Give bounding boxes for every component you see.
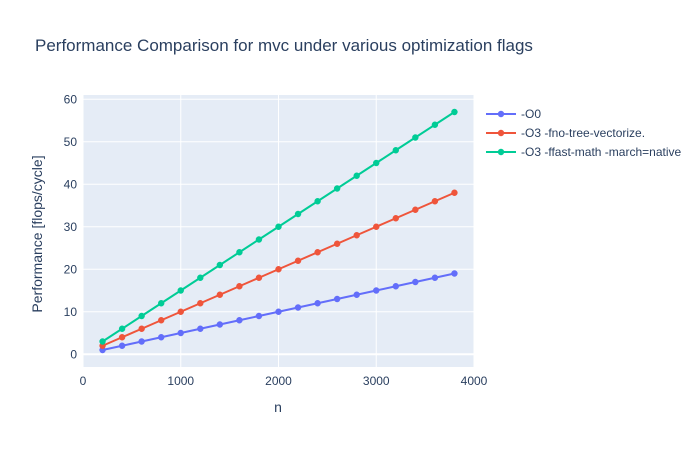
data-point bbox=[275, 308, 282, 315]
y-axis-label: Performance [flops/cycle] bbox=[29, 155, 45, 312]
series-2 bbox=[99, 108, 458, 345]
data-point bbox=[158, 334, 165, 341]
data-point bbox=[373, 159, 380, 167]
legend-swatch-marker bbox=[497, 129, 505, 137]
data-point bbox=[177, 287, 184, 294]
data-point bbox=[314, 249, 321, 256]
data-point bbox=[392, 215, 399, 222]
data-point bbox=[412, 278, 419, 286]
data-point bbox=[138, 325, 145, 332]
x-axis-label: n bbox=[274, 399, 282, 415]
data-point bbox=[255, 236, 263, 243]
data-point bbox=[353, 172, 360, 179]
legend-label: -O0 bbox=[521, 107, 541, 121]
y-tick-label: 60 bbox=[64, 92, 78, 106]
data-point bbox=[118, 325, 126, 332]
y-tick-label: 0 bbox=[70, 347, 77, 361]
data-point bbox=[177, 308, 184, 315]
data-point bbox=[236, 317, 243, 324]
legend-swatch-marker bbox=[497, 148, 505, 156]
y-tick-label: 10 bbox=[64, 305, 78, 319]
legend-item[interactable]: -O0 bbox=[486, 107, 541, 121]
data-point bbox=[294, 257, 302, 264]
data-point bbox=[333, 240, 341, 247]
data-point bbox=[333, 295, 341, 303]
data-point bbox=[373, 223, 380, 230]
data-point bbox=[236, 283, 243, 290]
series-0 bbox=[99, 270, 458, 354]
data-point bbox=[118, 342, 126, 349]
data-point bbox=[392, 147, 399, 154]
data-point bbox=[353, 232, 360, 239]
legend-item[interactable]: -O3 -fno-tree-vectorize. bbox=[486, 126, 645, 140]
data-point bbox=[333, 185, 341, 192]
data-point bbox=[197, 300, 204, 307]
data-point bbox=[275, 266, 282, 273]
data-point bbox=[314, 198, 321, 205]
data-point bbox=[118, 334, 126, 341]
data-point bbox=[431, 274, 439, 281]
y-tick-label: 30 bbox=[64, 220, 78, 234]
data-point bbox=[197, 325, 204, 332]
data-point bbox=[216, 321, 224, 328]
legend-item[interactable]: -O3 -ffast-math -march=native bbox=[486, 145, 681, 159]
x-tick-label: 1000 bbox=[167, 374, 194, 388]
data-point bbox=[255, 312, 263, 320]
data-point bbox=[412, 134, 419, 141]
data-point bbox=[353, 291, 360, 298]
x-tick-label: 4000 bbox=[461, 374, 488, 388]
data-point bbox=[99, 338, 106, 345]
legend-swatch-marker bbox=[497, 110, 505, 118]
y-tick-label: 20 bbox=[64, 262, 78, 276]
data-point bbox=[197, 274, 204, 281]
data-point bbox=[236, 249, 243, 256]
data-point bbox=[294, 210, 302, 218]
x-tick-label: 2000 bbox=[265, 374, 292, 388]
legend-label: -O3 -ffast-math -march=native bbox=[521, 145, 681, 159]
y-tick-label: 50 bbox=[64, 135, 78, 149]
data-point bbox=[158, 300, 165, 307]
series-1 bbox=[99, 189, 458, 349]
data-point bbox=[451, 108, 458, 116]
legend: -O0 -O3 -fno-tree-vectorize. -O3 -ffast-ma… bbox=[486, 107, 681, 159]
legend-label: -O3 -fno-tree-vectorize. bbox=[521, 126, 645, 140]
y-axis-ticks: 0 10 20 30 40 50 60 bbox=[64, 92, 78, 361]
data-point bbox=[255, 274, 263, 281]
data-point bbox=[216, 261, 224, 269]
x-tick-label: 0 bbox=[80, 374, 87, 388]
x-tick-label: 3000 bbox=[363, 374, 390, 388]
x-axis-ticks: 0 1000 2000 3000 4000 bbox=[80, 374, 488, 388]
data-point bbox=[275, 223, 282, 230]
data-point bbox=[451, 189, 458, 196]
data-point bbox=[431, 198, 439, 205]
data-point bbox=[216, 291, 224, 298]
data-point bbox=[158, 317, 165, 324]
data-point bbox=[138, 312, 145, 320]
data-point bbox=[373, 287, 380, 294]
chart-title: Performance Comparison for mvc under var… bbox=[35, 36, 533, 55]
series-layer bbox=[99, 108, 458, 354]
data-point bbox=[314, 300, 321, 307]
data-point bbox=[412, 206, 419, 213]
data-point bbox=[451, 270, 458, 277]
data-point bbox=[431, 121, 439, 128]
data-point bbox=[177, 329, 184, 337]
data-point bbox=[392, 283, 399, 290]
data-point bbox=[138, 338, 145, 345]
y-tick-label: 40 bbox=[64, 177, 78, 191]
data-point bbox=[294, 304, 302, 311]
